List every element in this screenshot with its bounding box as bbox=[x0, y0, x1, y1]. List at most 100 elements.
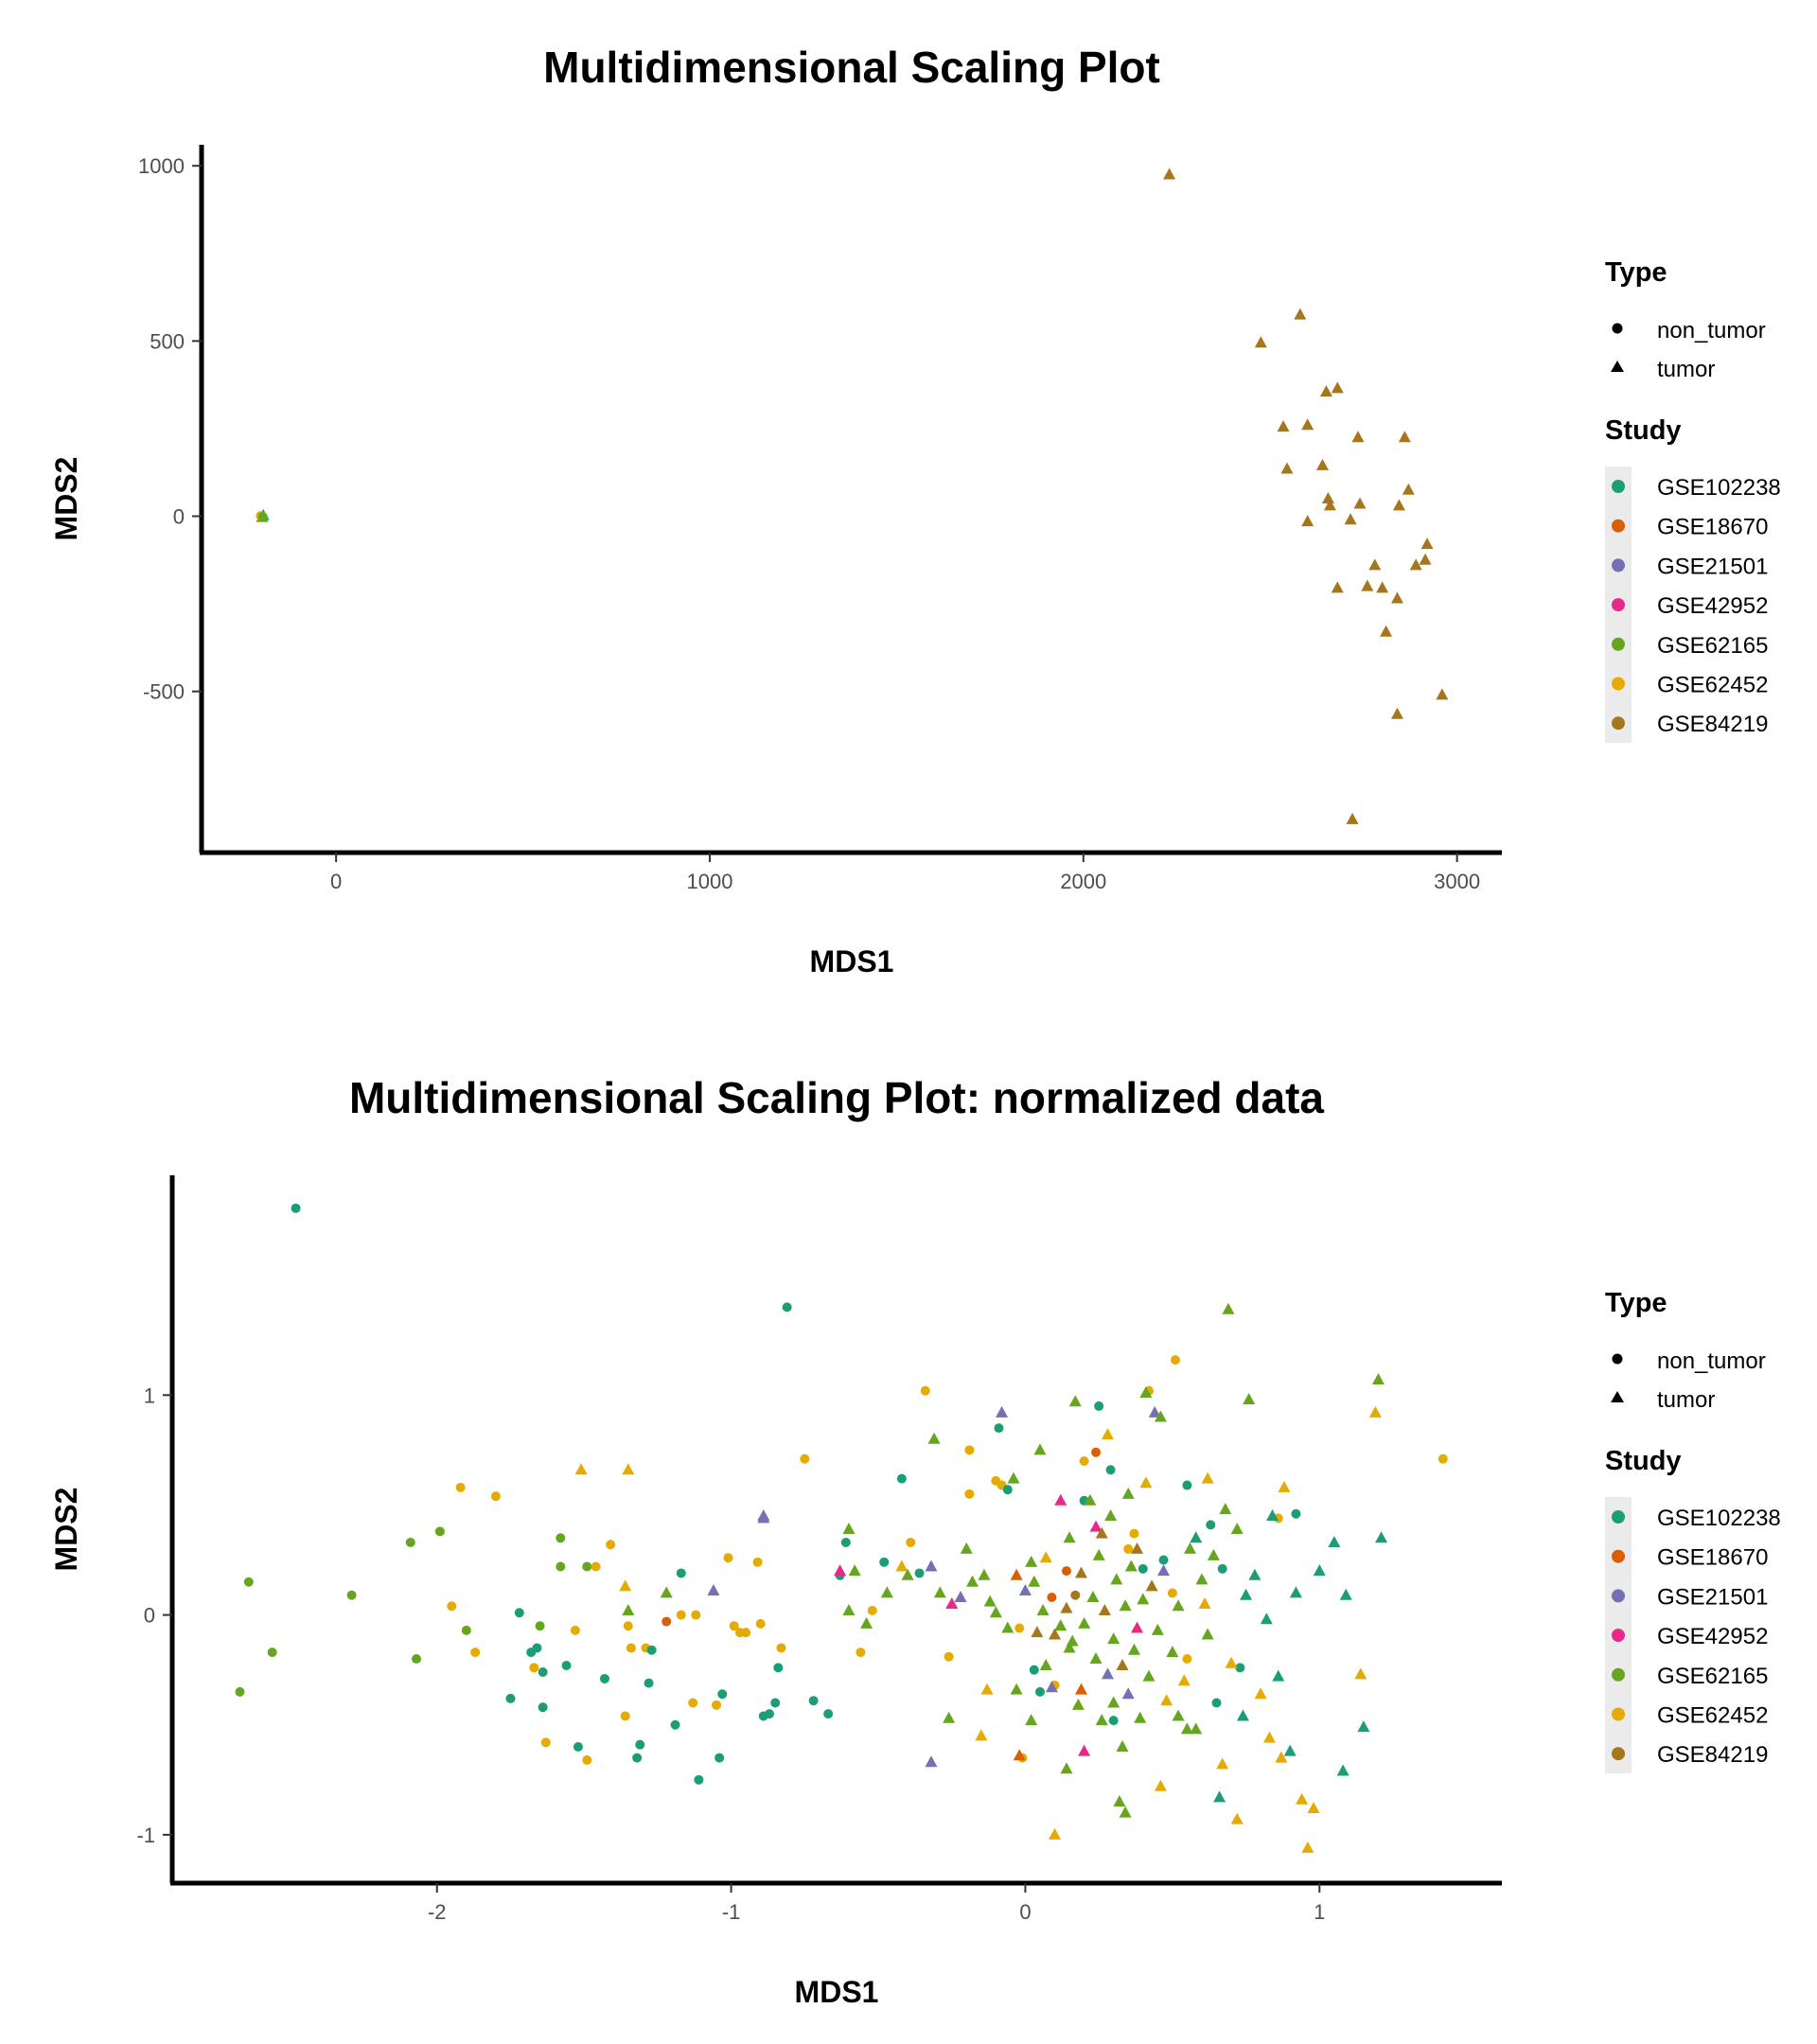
tumor-point bbox=[1331, 581, 1344, 593]
non-tumor-point bbox=[582, 1561, 592, 1572]
non-tumor-point bbox=[712, 1700, 722, 1710]
x-tick-label: 3000 bbox=[1434, 870, 1480, 893]
non-tumor-point bbox=[1129, 1528, 1139, 1539]
non-tumor-point bbox=[1061, 1566, 1071, 1577]
tumor-point bbox=[1098, 1603, 1111, 1615]
legend-study-key bbox=[1612, 598, 1625, 612]
tumor-point bbox=[660, 1586, 673, 1598]
non-tumor-point bbox=[752, 1557, 763, 1567]
tumor-point bbox=[834, 1564, 847, 1577]
legend-study-key bbox=[1612, 716, 1625, 731]
legend-study-label: GSE42952 bbox=[1657, 593, 1768, 619]
legend-study-key bbox=[1612, 1747, 1625, 1761]
legend-bottom: Type non_tumor tumor Study GSE102238GSE1… bbox=[1605, 1288, 1781, 1773]
non-tumor-point bbox=[1182, 1480, 1192, 1490]
tumor-point bbox=[996, 1405, 1009, 1418]
tumor-point bbox=[1390, 591, 1403, 604]
tumor-point bbox=[1007, 1471, 1020, 1484]
tumor-point bbox=[1420, 537, 1434, 550]
non-tumor-point bbox=[765, 1709, 775, 1719]
tumor-point bbox=[980, 1683, 994, 1695]
x-tick-label: 1 bbox=[1314, 1900, 1325, 1924]
non-tumor-point bbox=[1091, 1447, 1102, 1457]
non-tumor-point bbox=[505, 1693, 516, 1703]
y-tick-label: 0 bbox=[144, 1604, 155, 1628]
x-tick-label: 1000 bbox=[686, 870, 732, 893]
tumor-point bbox=[1139, 1476, 1153, 1489]
tumor-point bbox=[1390, 707, 1403, 719]
tumor-point bbox=[1095, 1526, 1108, 1539]
legend-study-key bbox=[1612, 1629, 1625, 1643]
chart-top-x-ticks: 0 1000 2000 3000 bbox=[330, 853, 1480, 893]
chart-bottom-y-label: MDS2 bbox=[49, 1488, 83, 1572]
tumor-point bbox=[1031, 1626, 1044, 1638]
non-tumor-point bbox=[776, 1643, 786, 1653]
non-tumor-point bbox=[556, 1561, 566, 1572]
tumor-point bbox=[1307, 1802, 1320, 1814]
tumor-point bbox=[1104, 1509, 1118, 1522]
tumor-point bbox=[1339, 1588, 1352, 1600]
tumor-point bbox=[895, 1559, 908, 1572]
tumor-point bbox=[1131, 1621, 1144, 1633]
legend-study-key bbox=[1612, 480, 1625, 493]
non-tumor-point bbox=[1123, 1543, 1134, 1554]
y-tick-label: -1 bbox=[136, 1824, 155, 1847]
tumor-point bbox=[1172, 1599, 1185, 1612]
tumor-point bbox=[1301, 1841, 1314, 1853]
non-tumor-point bbox=[1182, 1654, 1192, 1665]
non-tumor-point bbox=[626, 1643, 636, 1653]
tumor-point bbox=[1172, 1709, 1185, 1721]
tumor-point bbox=[860, 1616, 873, 1629]
non-tumor-point bbox=[896, 1473, 907, 1484]
tumor-point bbox=[1198, 1596, 1211, 1609]
tumor-point bbox=[1078, 1616, 1091, 1629]
non-tumor-point bbox=[532, 1643, 542, 1653]
tumor-point bbox=[707, 1584, 720, 1596]
non-tumor-point bbox=[773, 1663, 784, 1673]
legend-circle-key bbox=[1612, 323, 1623, 334]
tumor-point bbox=[983, 1595, 997, 1607]
non-tumor-point bbox=[538, 1702, 548, 1713]
non-tumor-point bbox=[770, 1698, 781, 1708]
non-tumor-point bbox=[573, 1741, 583, 1752]
tumor-point bbox=[1184, 1542, 1197, 1554]
tumor-point bbox=[842, 1603, 856, 1615]
non-tumor-point bbox=[808, 1696, 819, 1706]
legend-study-key bbox=[1612, 558, 1625, 573]
tumor-point bbox=[1116, 1659, 1129, 1671]
tumor-point bbox=[842, 1523, 856, 1534]
tumor-point bbox=[1025, 1714, 1038, 1726]
legend-study-label: GSE102238 bbox=[1657, 1506, 1781, 1531]
legend-triangle-key bbox=[1611, 1391, 1624, 1402]
non-tumor-point bbox=[570, 1625, 580, 1635]
tumor-point bbox=[945, 1596, 959, 1609]
non-tumor-point bbox=[599, 1673, 609, 1683]
tumor-point bbox=[1142, 1669, 1155, 1682]
chart-bottom: Multidimensional Scaling Plot: normalize… bbox=[49, 1073, 1502, 2009]
non-tumor-point bbox=[540, 1737, 551, 1748]
tumor-point bbox=[1001, 1621, 1014, 1633]
tumor-point bbox=[1254, 336, 1267, 348]
non-tumor-point bbox=[538, 1666, 548, 1677]
legend-study-label: GSE84219 bbox=[1657, 1742, 1768, 1768]
non-tumor-point bbox=[405, 1537, 415, 1547]
tumor-point bbox=[1025, 1555, 1038, 1567]
legend-study-label: GSE102238 bbox=[1657, 475, 1781, 501]
tumor-point bbox=[1331, 381, 1344, 394]
tumor-point bbox=[1092, 1548, 1105, 1560]
tumor-point bbox=[1195, 1573, 1208, 1585]
legend-top-type-item: non_tumor bbox=[1612, 318, 1766, 344]
legend-top-type-label: tumor bbox=[1657, 357, 1715, 382]
tumor-point bbox=[1137, 1593, 1150, 1605]
tumor-point bbox=[1089, 1520, 1103, 1532]
tumor-point bbox=[1419, 553, 1432, 565]
tumor-point bbox=[975, 1729, 988, 1741]
tumor-point bbox=[1243, 1392, 1256, 1404]
tumor-point bbox=[880, 1586, 893, 1598]
tumor-point bbox=[1240, 1588, 1253, 1600]
tumor-point bbox=[1121, 1687, 1135, 1700]
non-tumor-point bbox=[1105, 1465, 1116, 1475]
tumor-point bbox=[1277, 420, 1290, 432]
chart-top-points bbox=[256, 167, 1449, 824]
legend-study-label: GSE18670 bbox=[1657, 1545, 1768, 1571]
